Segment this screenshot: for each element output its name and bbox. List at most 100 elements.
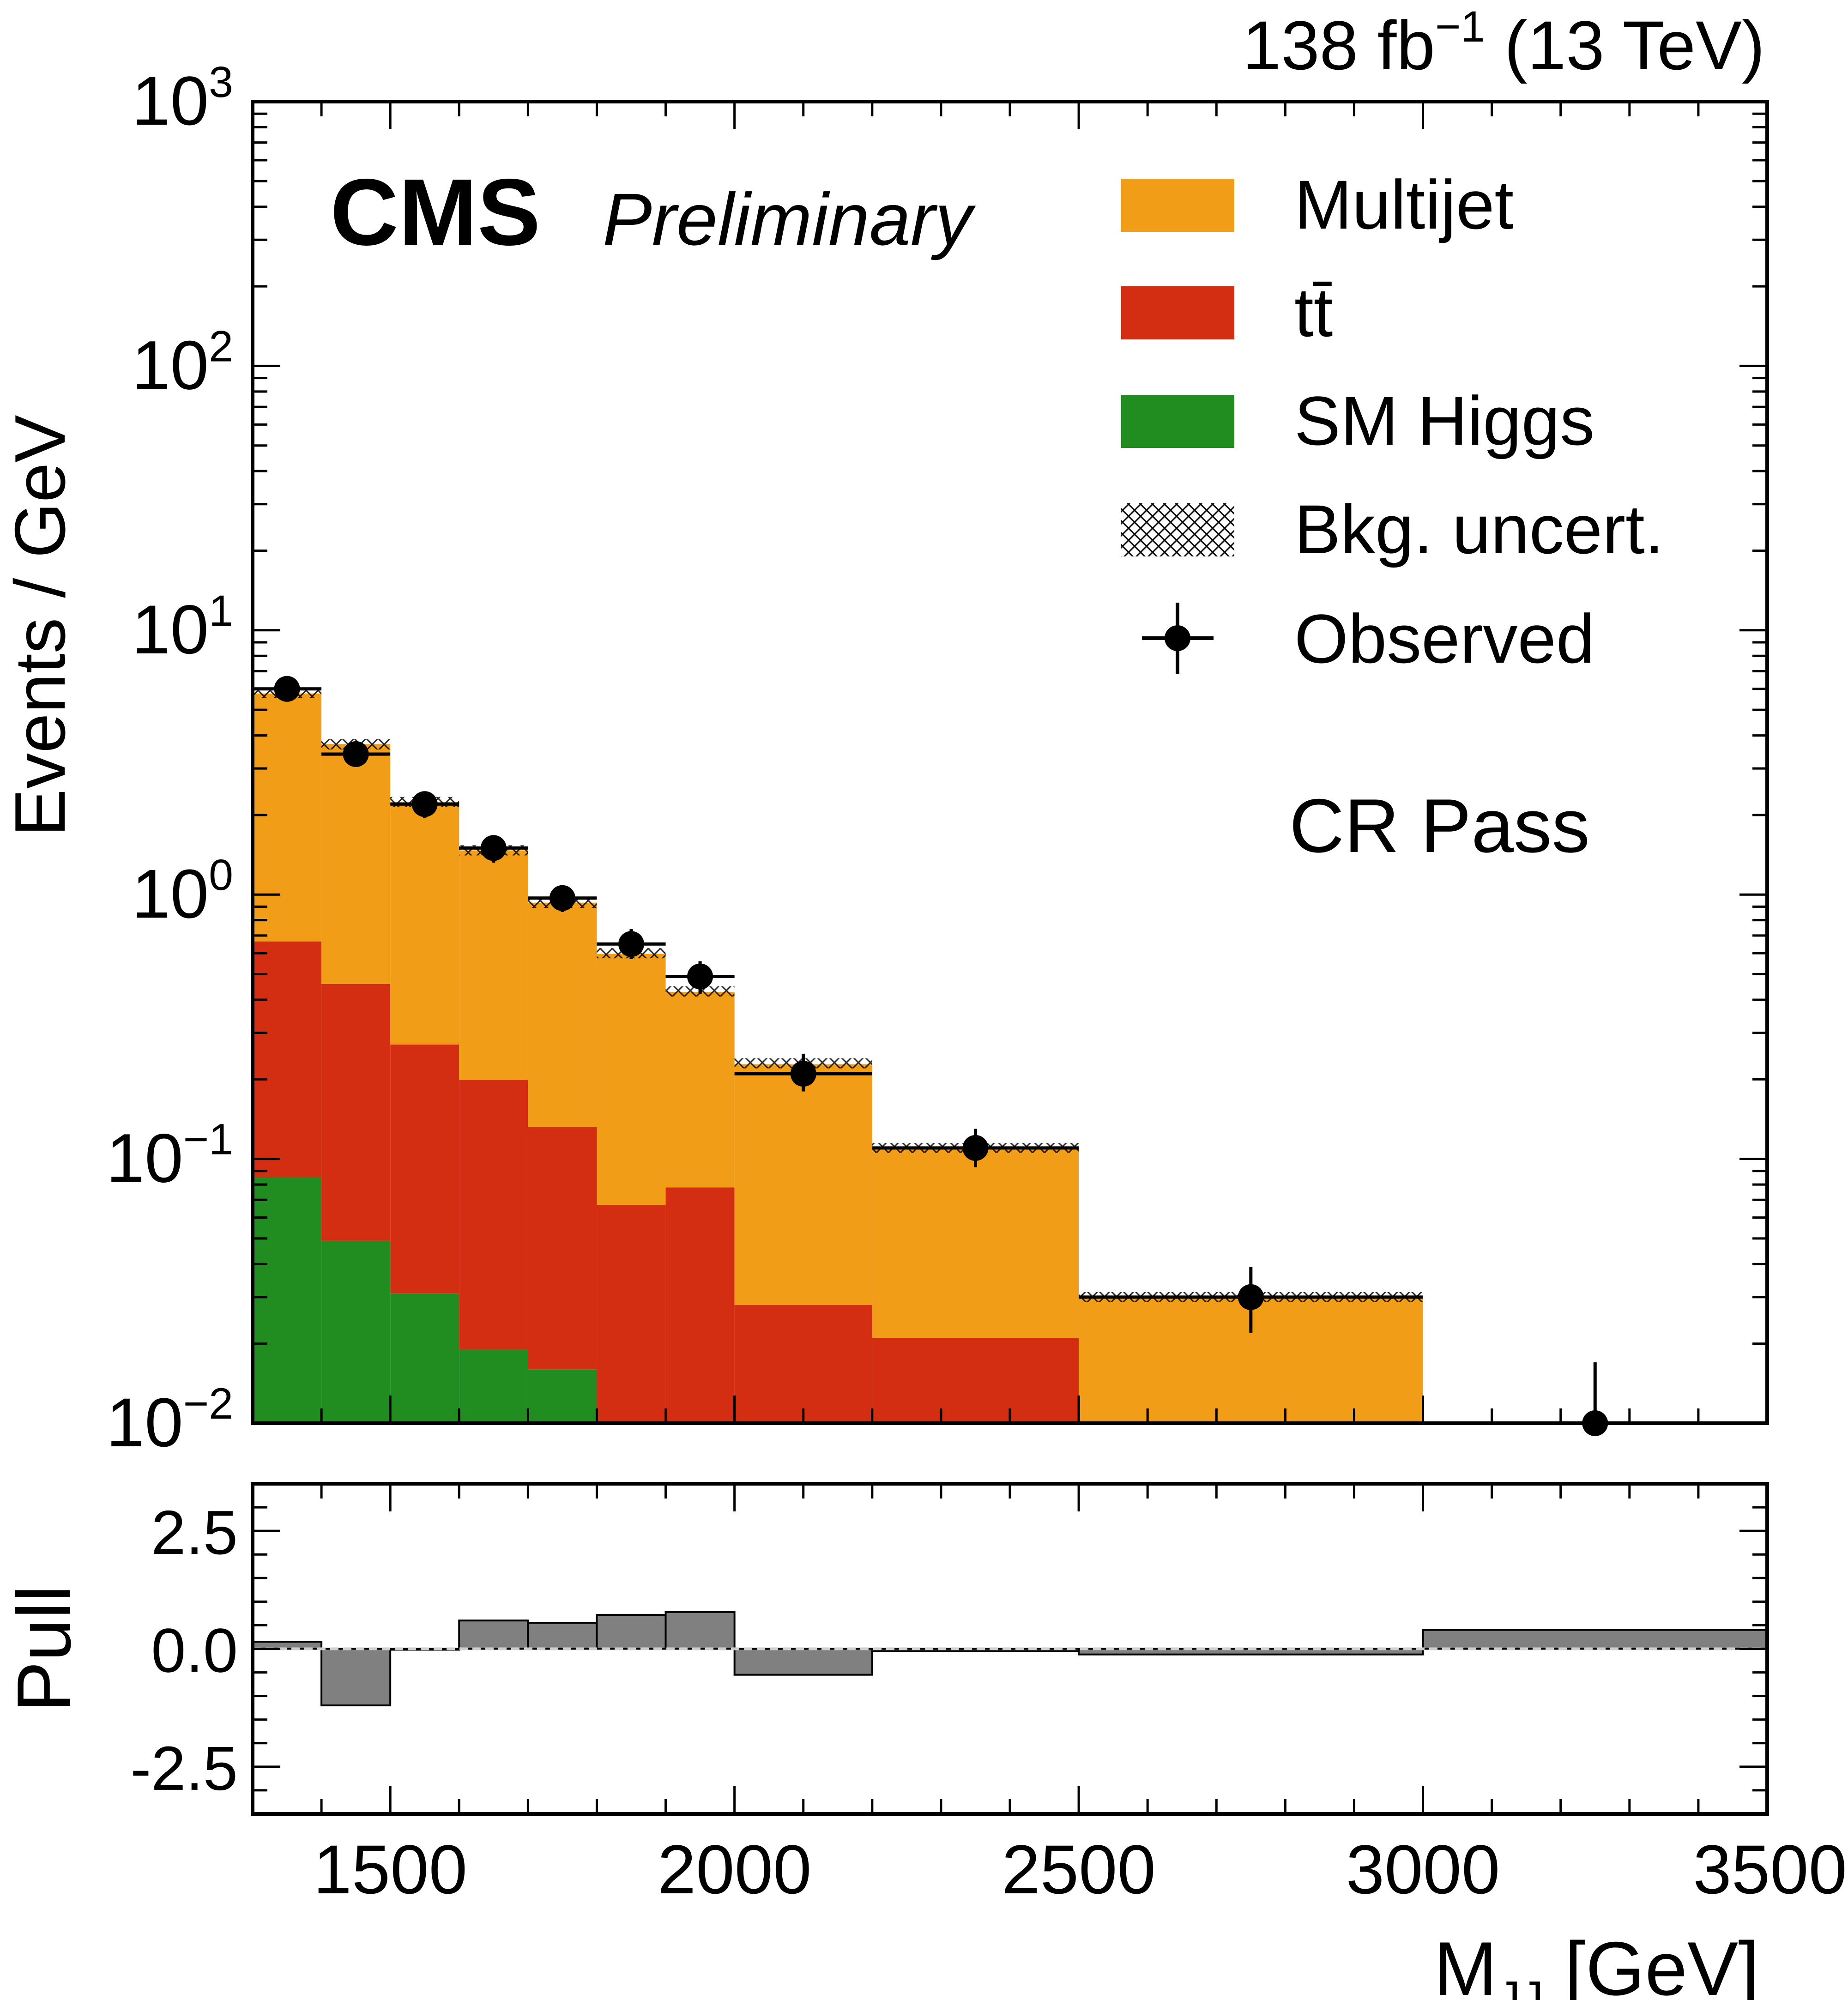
legend-swatch-smhiggs [1121,395,1234,448]
pull-bar-bin-7 [733,1648,873,1676]
legend-swatch-bkg-unc [1121,503,1234,556]
pull-bar-bin-3 [458,1619,529,1650]
region-label: CR Pass [1289,783,1590,868]
observed-point-1 [343,741,369,767]
bar-smhiggs-bin-0 [253,1178,322,1423]
pull-tick-label-0: 2.5 [151,1498,238,1567]
y-tick-label-exp-1: 2 [209,322,233,371]
bar-ttbar-bin-4 [528,1127,597,1370]
x-axis-title-main: M [1434,1926,1497,2000]
x-axis-title: MJJ [GeV] [1434,1926,1759,2000]
y-tick-label-exp-3: 0 [209,851,233,900]
y-tick-label-0: 103 [132,58,233,139]
bar-multijet-bin-2 [390,802,459,1045]
observed-point-5 [618,931,644,957]
bar-multijet-bin-4 [528,902,597,1127]
y-tick-label-base-3: 10 [132,855,209,932]
pull-bar-bin-6 [664,1611,736,1650]
y-tick-label-base-4: 10 [106,1119,183,1197]
legend: Multijet tt̄ SM Higgs Bkg. uncert. Obser… [1121,166,1664,677]
pull-panel: 2.5 0.0 -2.5 [130,1482,1769,1816]
pull-plot-frame [251,1482,1769,1816]
legend-swatch-ttbar [1121,286,1234,339]
bar-smhiggs-bin-2 [390,1293,459,1423]
y-tick-label-exp-5: −2 [183,1379,233,1428]
bar-smhiggs-bin-1 [321,1240,391,1423]
bar-multijet-bin-8 [872,1148,1079,1338]
bar-ttbar-bin-7 [734,1305,872,1423]
x-tick-label-2: 2500 [1002,1831,1156,1908]
y-tick-label-base-5: 10 [106,1384,183,1461]
bar-multijet-bin-1 [321,744,391,984]
bar-multijet-bin-0 [253,693,322,942]
cms-preliminary-label: Preliminary [603,178,976,260]
legend-observed-marker [1165,625,1190,651]
x-axis-title-unit: [GeV] [1543,1926,1759,2000]
pull-bar-bin-10 [1422,1629,1768,1650]
y-tick-label-3: 100 [132,851,233,932]
bar-multijet-bin-6 [665,992,735,1188]
y-tick-label-exp-0: 3 [209,58,233,107]
observed-point-4 [549,885,575,911]
y-tick-label-5: 10−2 [106,1379,233,1461]
legend-label-observed: Observed [1294,600,1594,677]
bar-ttbar-bin-1 [321,984,391,1241]
legend-label-multijet: Multijet [1294,166,1514,243]
observed-point-0 [274,676,300,702]
observed-point-9 [1238,1284,1264,1310]
y-tick-label-base-2: 10 [132,591,209,668]
y-axis-title: Events / GeV [0,415,80,836]
y-tick-label-base-1: 10 [132,326,209,404]
observed-point-3 [480,835,507,861]
bar-multijet-bin-7 [734,1064,872,1305]
y-tick-label-base-0: 10 [132,62,209,139]
bar-ttbar-bin-3 [459,1080,528,1350]
pull-tick-label-1: 0.0 [151,1616,238,1686]
pull-axis-title: Pull [1,1585,86,1712]
x-tick-label-1: 2000 [658,1831,812,1908]
observed-point-2 [411,791,438,817]
y-tick-label-2: 101 [132,586,233,668]
observed-point-8 [962,1135,989,1161]
pull-bar-bin-4 [527,1622,598,1650]
legend-label-ttbar: tt̄ [1294,273,1333,351]
pull-bar-bin-5 [596,1613,667,1650]
x-axis-title-sub: JJ [1497,1972,1543,2000]
legend-swatch-multijet [1121,179,1234,232]
y-tick-label-4: 10−1 [106,1115,233,1197]
bar-ttbar-bin-5 [597,1205,666,1423]
y-tick-label-exp-2: 1 [209,586,233,635]
y-tick-label-1: 102 [132,322,233,404]
lumi-prefix: 138 fb [1243,6,1435,84]
main-plot-frame [251,100,1769,1425]
observed-point-7 [790,1061,816,1087]
x-tick-label-4: 3500 [1693,1831,1847,1908]
pull-histogram [252,1611,1768,1707]
legend-label-smhiggs: SM Higgs [1294,382,1594,459]
x-tick-label-3: 3000 [1346,1831,1500,1908]
legend-label-bkg-unc: Bkg. uncert. [1294,490,1664,568]
bar-multijet-bin-5 [597,954,666,1205]
bar-ttbar-bin-2 [390,1044,459,1293]
bar-smhiggs-bin-4 [528,1369,597,1423]
pull-tick-label-2: -2.5 [130,1734,238,1803]
pull-bar-bin-1 [320,1648,392,1707]
bar-ttbar-bin-6 [665,1187,735,1423]
lumi-label: 138 fb−1 (13 TeV) [1243,2,1765,84]
y-tick-label-exp-4: −1 [183,1115,233,1164]
x-tick-labels: 1500 2000 2500 3000 3500 [313,1831,1847,1908]
bar-smhiggs-bin-3 [459,1349,528,1423]
bar-ttbar-bin-0 [253,941,322,1178]
lumi-exponent: −1 [1435,2,1485,51]
bar-multijet-bin-3 [459,850,528,1080]
main-axis-ticks [251,100,1769,1425]
bar-ttbar-bin-8 [872,1338,1079,1423]
cms-label: CMS [330,159,541,265]
x-tick-label-0: 1500 [313,1831,467,1908]
observed-point-6 [687,963,713,990]
lumi-suffix: (13 TeV) [1485,6,1765,84]
observed-data [253,676,1608,1436]
